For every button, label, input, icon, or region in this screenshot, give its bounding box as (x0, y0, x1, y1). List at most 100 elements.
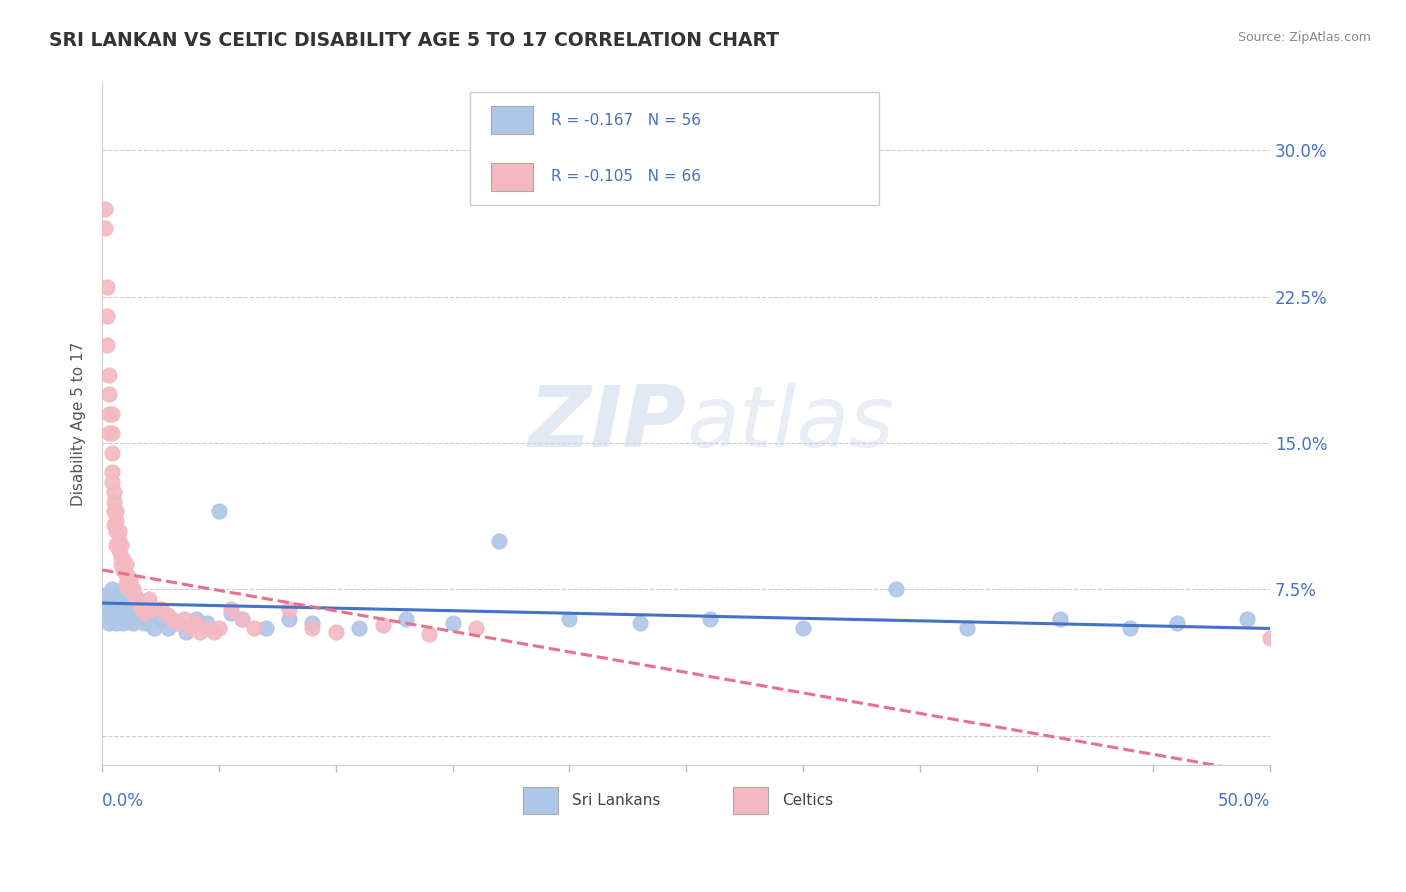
FancyBboxPatch shape (491, 106, 533, 135)
Point (371, 617, 394, 632)
Point (173, 612, 195, 626)
Text: Source: ZipAtlas.com: Source: ZipAtlas.com (1237, 31, 1371, 45)
Point (128, 596, 150, 610)
Point (134, 606, 156, 620)
Point (166, 615, 188, 630)
Point (98, 407, 121, 421)
Point (184, 612, 207, 626)
Point (114, 557, 136, 571)
Text: Sri Lankans: Sri Lankans (572, 793, 661, 808)
Point (121, 615, 143, 630)
Point (558, 612, 581, 626)
Point (231, 612, 253, 626)
Point (117, 602, 139, 616)
Text: 0.0%: 0.0% (103, 792, 143, 811)
Point (149, 602, 172, 616)
Point (347, 622, 370, 636)
Point (628, 615, 651, 630)
Point (278, 602, 301, 616)
Point (792, 622, 814, 636)
Text: R = -0.167   N = 56: R = -0.167 N = 56 (551, 112, 700, 128)
Point (96, 338, 118, 352)
Text: ZIP: ZIP (529, 382, 686, 465)
Point (114, 566, 136, 581)
Point (1049, 612, 1071, 626)
Point (96, 602, 118, 616)
Point (107, 543, 129, 558)
Point (156, 607, 179, 622)
Point (96, 280, 118, 294)
Text: 50.0%: 50.0% (1218, 792, 1270, 811)
Point (105, 537, 128, 551)
FancyBboxPatch shape (491, 162, 533, 191)
Point (120, 573, 142, 587)
Point (100, 475, 122, 489)
Point (103, 518, 125, 533)
Point (96, 596, 118, 610)
Point (395, 612, 418, 626)
Point (105, 504, 128, 518)
Point (107, 533, 129, 548)
FancyBboxPatch shape (523, 787, 558, 814)
Point (110, 602, 132, 616)
Point (103, 596, 125, 610)
Point (105, 524, 128, 538)
Point (110, 549, 132, 564)
Point (110, 557, 132, 571)
Point (117, 568, 139, 582)
Point (93, 202, 115, 216)
Point (103, 494, 125, 508)
Text: SRI LANKAN VS CELTIC DISABILITY AGE 5 TO 17 CORRELATION CHART: SRI LANKAN VS CELTIC DISABILITY AGE 5 TO… (49, 31, 779, 50)
Point (100, 446, 122, 460)
Point (100, 582, 122, 597)
Point (138, 606, 160, 620)
Point (325, 625, 347, 640)
Point (188, 625, 211, 640)
Point (208, 622, 231, 636)
Point (138, 592, 160, 607)
Point (110, 612, 132, 626)
Point (278, 612, 301, 626)
Point (699, 612, 721, 626)
Point (114, 607, 136, 622)
Point (103, 484, 125, 499)
Point (120, 612, 142, 626)
Point (112, 615, 135, 630)
Point (100, 465, 122, 479)
Point (128, 612, 150, 626)
Point (117, 578, 139, 592)
Point (208, 504, 231, 518)
Point (105, 615, 128, 630)
Point (184, 615, 207, 630)
Point (98, 426, 121, 441)
Point (886, 582, 908, 597)
Point (93, 588, 115, 602)
Point (156, 622, 179, 636)
Point (105, 612, 128, 626)
Point (100, 426, 122, 441)
Point (149, 612, 172, 626)
Point (195, 615, 218, 630)
Point (955, 622, 977, 636)
Point (418, 627, 440, 641)
Point (488, 533, 510, 548)
Point (1119, 622, 1142, 636)
FancyBboxPatch shape (733, 787, 768, 814)
Point (103, 504, 125, 518)
Point (301, 615, 323, 630)
Point (107, 524, 129, 538)
Point (134, 615, 156, 630)
Point (231, 612, 253, 626)
Point (107, 606, 129, 620)
Point (121, 582, 143, 597)
FancyBboxPatch shape (470, 92, 879, 205)
Point (127, 602, 149, 616)
Point (124, 606, 146, 620)
Point (465, 622, 488, 636)
Point (120, 582, 142, 597)
Point (112, 563, 135, 577)
Point (1236, 612, 1258, 626)
Point (131, 602, 153, 616)
Text: R = -0.105   N = 66: R = -0.105 N = 66 (551, 169, 700, 184)
Point (166, 615, 188, 630)
